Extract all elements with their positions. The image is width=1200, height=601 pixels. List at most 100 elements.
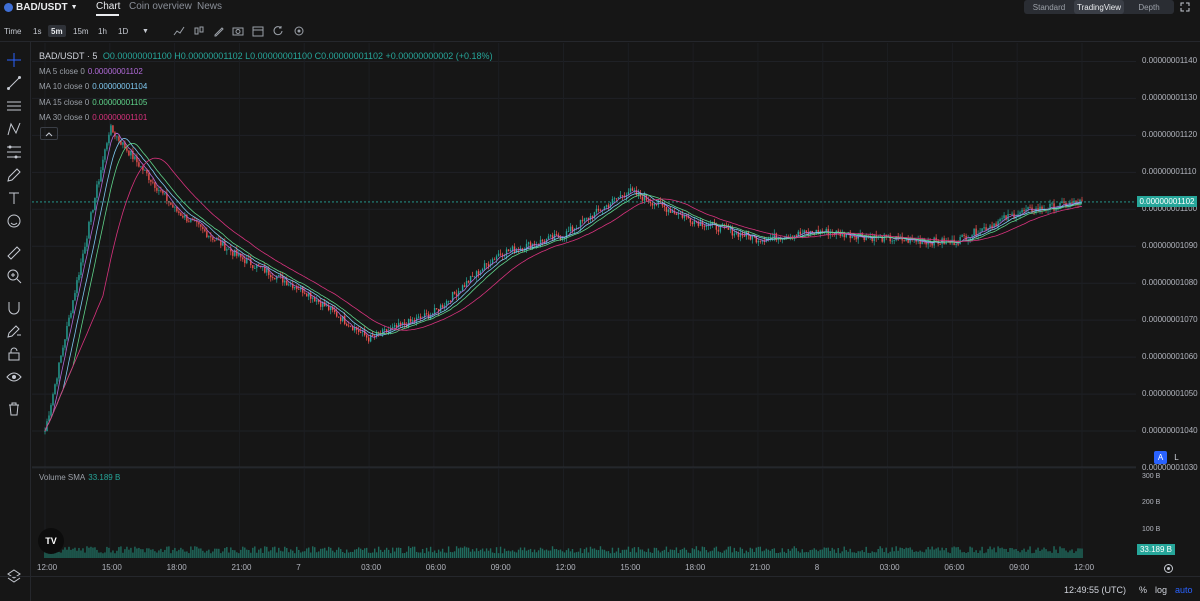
volume-bar bbox=[615, 551, 618, 558]
view-tradingview[interactable]: TradingView bbox=[1074, 0, 1124, 14]
price-tick: 0.00000001130 bbox=[1142, 93, 1198, 103]
pair-selector[interactable]: BAD/USDT ▼ bbox=[4, 0, 78, 14]
log-toggle[interactable]: log bbox=[1155, 585, 1168, 595]
magnet-icon[interactable] bbox=[6, 300, 22, 316]
legend-ohlc: O0.00000001100 H0.00000001102 L0.0000000… bbox=[102, 51, 493, 61]
volume-bar bbox=[507, 550, 510, 558]
reset-icon[interactable] bbox=[272, 25, 284, 37]
candle-body bbox=[727, 227, 730, 230]
horizontal-lines-icon[interactable] bbox=[6, 98, 22, 114]
interval-1d[interactable]: 1D bbox=[118, 26, 129, 36]
text-icon[interactable] bbox=[6, 190, 22, 206]
candle-body bbox=[290, 283, 292, 285]
volume-bar bbox=[361, 549, 364, 558]
volume-bar bbox=[186, 551, 188, 558]
candle-body bbox=[322, 302, 324, 307]
candle-body bbox=[186, 214, 188, 222]
candle-body bbox=[228, 248, 230, 250]
eye-icon[interactable] bbox=[6, 369, 22, 385]
candle-body bbox=[821, 230, 823, 233]
candle-body bbox=[324, 302, 326, 307]
pattern-icon[interactable] bbox=[6, 121, 22, 137]
candle-body bbox=[461, 285, 464, 291]
candle-body bbox=[234, 249, 236, 256]
indicators-icon[interactable] bbox=[173, 25, 185, 37]
candle-body bbox=[751, 235, 754, 240]
interval-15m[interactable]: 15m bbox=[73, 26, 89, 36]
candle-body bbox=[1019, 212, 1021, 215]
volume-bar bbox=[943, 550, 945, 558]
volume-bar bbox=[100, 552, 102, 558]
candle-body bbox=[619, 195, 622, 198]
volume-bar bbox=[611, 547, 614, 558]
tab-news[interactable]: News bbox=[197, 1, 223, 12]
percent-toggle[interactable]: % bbox=[1139, 585, 1148, 595]
volume-bar bbox=[687, 552, 690, 558]
camera-icon[interactable] bbox=[232, 25, 244, 37]
volume-bar bbox=[318, 551, 320, 558]
volume-bar bbox=[773, 548, 775, 558]
candle-body bbox=[961, 235, 963, 238]
volume-bar bbox=[919, 550, 921, 558]
auto-scale-button[interactable]: A bbox=[1154, 451, 1167, 464]
draw-icon[interactable] bbox=[213, 25, 225, 37]
chart-toolbar bbox=[0, 21, 1200, 42]
utc-clock[interactable]: 12:49:55 (UTC) bbox=[1064, 585, 1127, 595]
lock-icon[interactable] bbox=[6, 346, 22, 362]
candle-body bbox=[583, 218, 586, 222]
candle-body bbox=[100, 170, 102, 182]
auto-toggle[interactable]: auto bbox=[1175, 585, 1193, 595]
chart-settings-icon[interactable] bbox=[1163, 563, 1174, 574]
volume-bar bbox=[785, 553, 787, 558]
stay-drawing-icon[interactable] bbox=[6, 323, 22, 339]
time-tick: 21:00 bbox=[231, 563, 252, 572]
volume-bar bbox=[517, 549, 520, 558]
collapse-legend-button[interactable] bbox=[40, 127, 58, 140]
volume-bar bbox=[449, 551, 452, 558]
volume-bar bbox=[82, 548, 84, 558]
time-tick: 03:00 bbox=[361, 563, 382, 572]
price-chart[interactable] bbox=[32, 43, 1136, 558]
ruler-icon[interactable] bbox=[6, 245, 22, 261]
tab-coin-overview[interactable]: Coin overview bbox=[129, 1, 192, 12]
volume-bar bbox=[236, 552, 238, 558]
candle-body bbox=[643, 195, 646, 201]
volume-bar bbox=[841, 551, 843, 558]
volume-bar bbox=[379, 549, 382, 558]
candle-body bbox=[955, 243, 957, 246]
brush-icon[interactable] bbox=[6, 167, 22, 183]
view-standard[interactable]: Standard bbox=[1032, 2, 1066, 12]
log-scale-button[interactable]: L bbox=[1174, 453, 1179, 462]
volume-bar bbox=[108, 547, 110, 558]
calendar-icon[interactable] bbox=[252, 25, 264, 37]
volume-bar bbox=[96, 549, 98, 558]
fib-icon[interactable] bbox=[6, 144, 22, 160]
volume-bar bbox=[64, 547, 66, 558]
interval-1h[interactable]: 1h bbox=[98, 26, 107, 36]
view-depth[interactable]: Depth bbox=[1138, 2, 1160, 12]
volume-bar bbox=[316, 552, 318, 558]
candle-style-icon[interactable] bbox=[193, 25, 205, 37]
volume-bar bbox=[158, 550, 160, 558]
more-intervals-icon[interactable]: ▼ bbox=[142, 27, 149, 35]
fullscreen-icon[interactable] bbox=[1180, 2, 1190, 12]
candle-body bbox=[1037, 208, 1039, 212]
candle-body bbox=[164, 193, 166, 195]
interval-1s[interactable]: 1s bbox=[33, 26, 42, 36]
emoji-icon[interactable] bbox=[6, 213, 22, 229]
volume-bar bbox=[533, 549, 536, 558]
crosshair-icon[interactable] bbox=[6, 52, 22, 68]
zoom-icon[interactable] bbox=[6, 268, 22, 284]
volume-bar bbox=[1039, 550, 1041, 558]
tradingview-logo[interactable]: TV bbox=[38, 528, 64, 554]
layers-icon[interactable] bbox=[6, 568, 22, 584]
candle-body bbox=[88, 221, 90, 239]
volume-bar bbox=[939, 550, 941, 558]
trash-icon[interactable] bbox=[6, 401, 22, 417]
tab-chart[interactable]: Chart bbox=[96, 1, 121, 12]
trend-line-icon[interactable] bbox=[6, 75, 22, 91]
interval-5m[interactable]: 5m bbox=[48, 25, 66, 37]
settings-icon[interactable] bbox=[293, 25, 305, 37]
candle-body bbox=[637, 192, 640, 195]
volume-bar bbox=[587, 552, 590, 558]
